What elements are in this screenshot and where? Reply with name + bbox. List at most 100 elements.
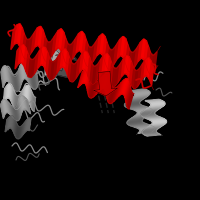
Polygon shape <box>144 109 159 111</box>
Polygon shape <box>8 84 10 98</box>
Polygon shape <box>21 64 24 80</box>
Polygon shape <box>115 83 121 100</box>
Polygon shape <box>90 43 95 66</box>
Polygon shape <box>27 68 30 85</box>
Polygon shape <box>26 67 29 83</box>
Polygon shape <box>88 58 92 81</box>
Polygon shape <box>120 79 126 95</box>
Polygon shape <box>97 76 103 93</box>
Polygon shape <box>1 71 4 88</box>
Polygon shape <box>19 100 22 114</box>
Polygon shape <box>18 94 20 109</box>
Polygon shape <box>87 73 92 91</box>
Polygon shape <box>100 34 105 56</box>
Polygon shape <box>142 131 156 133</box>
Polygon shape <box>2 101 5 114</box>
Polygon shape <box>36 69 38 85</box>
Polygon shape <box>6 101 10 114</box>
Polygon shape <box>9 71 12 87</box>
Polygon shape <box>23 96 27 110</box>
Polygon shape <box>17 104 20 118</box>
Polygon shape <box>148 101 163 102</box>
Polygon shape <box>9 103 12 117</box>
Polygon shape <box>19 126 22 138</box>
Polygon shape <box>124 79 129 96</box>
Polygon shape <box>137 110 153 113</box>
Polygon shape <box>20 66 22 82</box>
Polygon shape <box>2 101 5 115</box>
Polygon shape <box>127 99 143 102</box>
Polygon shape <box>7 101 11 115</box>
Polygon shape <box>108 57 112 81</box>
Polygon shape <box>142 110 157 112</box>
Polygon shape <box>31 94 33 109</box>
Polygon shape <box>132 107 149 110</box>
Polygon shape <box>146 47 151 72</box>
Polygon shape <box>136 112 152 115</box>
Polygon shape <box>20 92 22 107</box>
Polygon shape <box>143 129 157 131</box>
Polygon shape <box>29 71 32 87</box>
Polygon shape <box>123 79 128 95</box>
Polygon shape <box>19 93 21 108</box>
Polygon shape <box>5 66 8 81</box>
Polygon shape <box>119 79 125 96</box>
Polygon shape <box>1 69 4 86</box>
Polygon shape <box>30 90 31 105</box>
Polygon shape <box>124 81 130 98</box>
Polygon shape <box>133 114 150 117</box>
Polygon shape <box>83 51 87 70</box>
Polygon shape <box>16 125 18 137</box>
Polygon shape <box>28 118 30 130</box>
Polygon shape <box>143 132 157 134</box>
Polygon shape <box>24 86 26 100</box>
Polygon shape <box>18 45 23 64</box>
Polygon shape <box>9 104 13 117</box>
Polygon shape <box>15 124 17 137</box>
Polygon shape <box>11 25 17 50</box>
Polygon shape <box>12 117 14 129</box>
Polygon shape <box>33 74 36 89</box>
Polygon shape <box>83 67 88 83</box>
Polygon shape <box>52 31 58 56</box>
Polygon shape <box>107 49 112 69</box>
Polygon shape <box>20 96 23 110</box>
Polygon shape <box>125 82 130 100</box>
Polygon shape <box>12 75 15 91</box>
Polygon shape <box>125 104 140 107</box>
Polygon shape <box>23 63 26 79</box>
Polygon shape <box>82 34 87 60</box>
Polygon shape <box>139 129 155 132</box>
Polygon shape <box>144 116 159 118</box>
Polygon shape <box>61 32 66 58</box>
Polygon shape <box>149 101 164 103</box>
Polygon shape <box>55 51 77 77</box>
Polygon shape <box>136 108 152 111</box>
Polygon shape <box>6 66 9 82</box>
Polygon shape <box>151 123 166 125</box>
Polygon shape <box>18 127 20 139</box>
Polygon shape <box>127 90 132 107</box>
Polygon shape <box>76 31 82 53</box>
Polygon shape <box>48 59 52 80</box>
Polygon shape <box>43 37 48 61</box>
Polygon shape <box>130 123 147 126</box>
Polygon shape <box>134 108 151 111</box>
Polygon shape <box>134 91 150 94</box>
Polygon shape <box>5 100 8 113</box>
Polygon shape <box>26 85 28 100</box>
Polygon shape <box>94 79 100 96</box>
Polygon shape <box>141 114 155 115</box>
Polygon shape <box>95 59 101 82</box>
Polygon shape <box>18 103 21 117</box>
Polygon shape <box>25 119 27 132</box>
Polygon shape <box>12 116 14 129</box>
Polygon shape <box>35 70 38 87</box>
Polygon shape <box>76 55 81 78</box>
Polygon shape <box>146 134 161 136</box>
Polygon shape <box>99 74 105 91</box>
Polygon shape <box>30 91 32 107</box>
Polygon shape <box>17 95 19 110</box>
Polygon shape <box>17 74 19 90</box>
Polygon shape <box>10 116 12 128</box>
